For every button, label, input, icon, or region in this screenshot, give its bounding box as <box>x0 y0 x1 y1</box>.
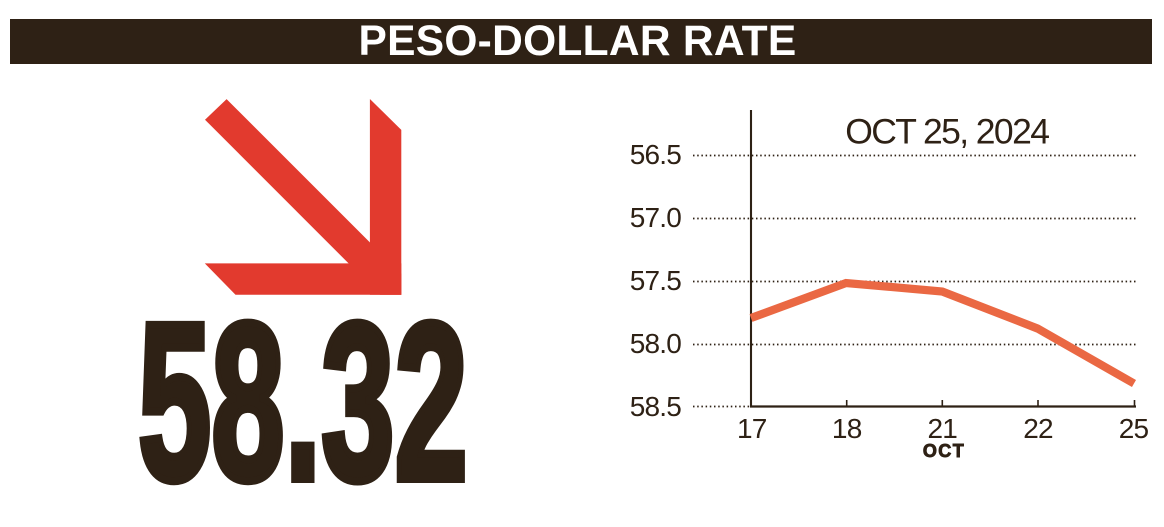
svg-text:22: 22 <box>1023 413 1053 444</box>
svg-text:25: 25 <box>1119 413 1149 444</box>
svg-text:58.5: 58.5 <box>630 391 682 422</box>
svg-text:18: 18 <box>832 413 862 444</box>
svg-text:OCT: OCT <box>923 441 965 461</box>
svg-text:57.5: 57.5 <box>630 265 682 296</box>
svg-text:58.0: 58.0 <box>630 328 682 359</box>
svg-text:57.0: 57.0 <box>630 202 682 233</box>
svg-text:OCT 25, 2024: OCT 25, 2024 <box>845 112 1049 152</box>
svg-text:56.5: 56.5 <box>630 139 682 170</box>
svg-text:17: 17 <box>737 413 767 444</box>
svg-text:21: 21 <box>928 413 958 444</box>
